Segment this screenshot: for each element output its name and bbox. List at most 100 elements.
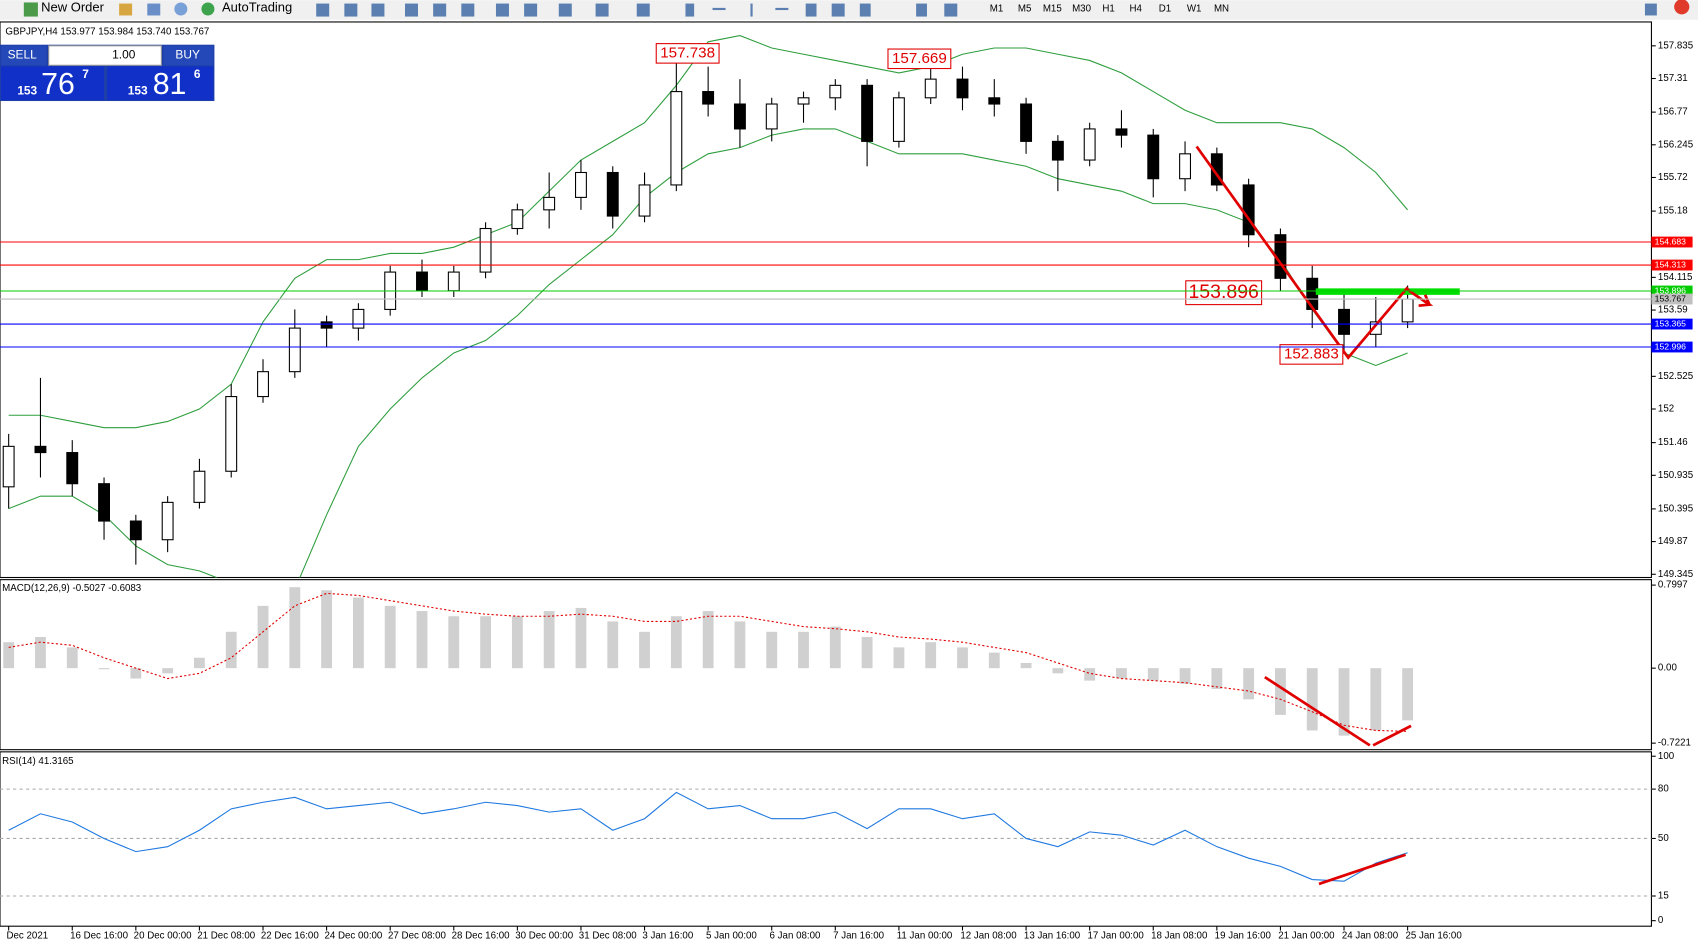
tool-icon[interactable] [750,3,753,17]
x-tick-label: 28 Dec 16:00 [452,931,510,942]
rsi-line [8,791,1408,882]
price-level-label: 153.365 [1655,318,1686,328]
macd-bar [130,668,142,679]
macd-bar [289,587,301,669]
arrow [1264,675,1371,747]
x-tick-label: 6 Jan 08:00 [770,931,821,942]
timeframe[interactable]: M30 [1072,4,1092,15]
tool-icon[interactable] [344,3,358,17]
alert-icon[interactable] [1674,0,1690,15]
macd-bar [988,652,1000,669]
x-tick-label: 25 Jan 16:00 [1405,931,1462,942]
sell-button[interactable] [1,45,47,66]
candle-body [511,209,524,230]
sell-label[interactable]: SELL [8,48,38,62]
main-plot [2,35,1414,578]
candle-body [543,196,556,211]
x-tick-label: 18 Jan 08:00 [1151,931,1208,942]
price-note-box [1279,344,1344,365]
macd-bar [1116,668,1127,679]
macd-panel [0,579,1652,751]
green-zone [1315,288,1460,295]
timeframe[interactable]: M5 [1018,4,1032,15]
macd-bar [257,605,269,669]
macd-bar [480,616,491,669]
macd-bar [702,611,714,669]
tool-icon[interactable] [524,3,538,17]
macd-bar [1052,668,1064,674]
x-tick-label: 12 Jan 08:00 [960,931,1017,942]
timeframe[interactable]: MN [1214,4,1229,15]
tool-icon[interactable] [831,3,845,17]
tool-icon[interactable] [805,3,817,17]
x-tick-label: Dec 2021 [6,931,48,942]
macd-bar [98,668,110,670]
tool-icon[interactable] [147,3,161,16]
lot-value[interactable]: 1.00 [112,48,136,62]
macd-bar [957,647,968,669]
rsi-plot [0,788,1652,897]
macd-bar [384,605,396,669]
tool-icon[interactable] [775,7,789,11]
buy-button[interactable] [163,45,214,66]
x-tick-label: 17 Jan 00:00 [1087,931,1144,942]
x-tick-label: 11 Jan 00:00 [897,931,953,942]
tool-icon[interactable] [433,3,447,17]
tool-icon[interactable] [636,3,650,17]
tool-icon[interactable] [558,3,572,17]
timeframe[interactable]: M1 [990,4,1004,15]
candle-body [161,501,174,541]
macd-bar [575,607,587,669]
candle-body [352,308,365,329]
ask-small: 6 [194,67,201,81]
timeframe[interactable]: H4 [1129,4,1142,15]
y-tick-label: 155.18 [1658,206,1688,217]
y-tick-label: 156.77 [1658,107,1688,118]
tool-icon[interactable] [119,3,133,16]
candle-body [797,97,810,105]
timeframe[interactable]: M15 [1043,4,1062,15]
tool-icon[interactable] [944,3,958,17]
candle-body [575,171,587,198]
tool-icon[interactable] [916,3,927,17]
candle-body [670,91,683,186]
tool-icon[interactable] [316,3,330,17]
lot-input[interactable] [48,45,162,66]
sell-price-button[interactable] [1,66,104,100]
macd-bar [1020,662,1032,669]
tool-icon[interactable] [174,2,188,16]
tool-icon[interactable] [495,3,509,17]
candle-body [1401,298,1414,323]
autotrading-icon[interactable] [201,2,215,16]
rsi-panel [0,751,1652,927]
new-order-icon[interactable] [23,2,38,17]
tool-icon[interactable] [685,3,695,17]
y-tick-label: 150.935 [1658,470,1693,481]
tool-icon[interactable] [405,3,419,17]
tool-icon[interactable] [371,3,385,17]
new-order[interactable]: New Order [41,0,104,14]
y-tick-label: 154.115 [1658,272,1692,283]
y-tick-label: 157.31 [1658,73,1688,84]
buy-label[interactable]: BUY [175,48,200,62]
y-tick-label: 80 [1658,784,1669,795]
buy-price-button[interactable] [107,66,214,100]
tool-icon[interactable] [595,3,609,17]
arrow [1318,853,1407,886]
tool-icon[interactable] [712,7,726,11]
tool-icon[interactable] [859,3,871,17]
y-tick-label: -0.7221 [1658,738,1691,749]
price-level-tag [1651,259,1693,271]
y-tick-label: 15 [1658,891,1669,902]
auto-trading[interactable]: AutoTrading [222,0,292,14]
candle-body [193,470,206,503]
search-icon[interactable] [1644,3,1657,16]
y-tick-label: 100 [1658,751,1675,762]
y-tick-label: 152 [1658,404,1674,415]
timeframe[interactable]: D1 [1159,4,1171,15]
timeframe[interactable]: W1 [1187,4,1202,15]
timeframe[interactable]: H1 [1102,4,1114,15]
candle-body [225,396,238,472]
tool-icon[interactable] [461,3,475,17]
macd-bar [1370,668,1382,731]
